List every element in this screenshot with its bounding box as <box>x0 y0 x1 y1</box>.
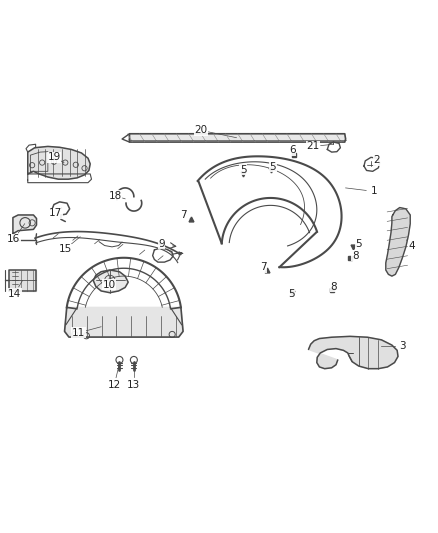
Text: 15: 15 <box>59 244 72 254</box>
Polygon shape <box>308 336 398 369</box>
Text: 5: 5 <box>240 165 246 175</box>
Text: 13: 13 <box>127 380 141 390</box>
Text: 4: 4 <box>409 240 415 251</box>
Text: 2: 2 <box>374 156 380 165</box>
Text: 3: 3 <box>399 341 406 351</box>
Polygon shape <box>28 147 90 179</box>
Text: 21: 21 <box>306 141 319 151</box>
Polygon shape <box>9 270 36 290</box>
Polygon shape <box>130 134 346 142</box>
Text: 8: 8 <box>352 251 359 261</box>
Text: 19: 19 <box>47 152 60 163</box>
Polygon shape <box>64 308 183 337</box>
Text: 7: 7 <box>260 262 267 272</box>
Text: 9: 9 <box>158 239 165 249</box>
Text: 11: 11 <box>72 328 85 338</box>
Text: 16: 16 <box>7 235 21 245</box>
Text: 5: 5 <box>269 162 276 172</box>
Text: 6: 6 <box>289 146 296 155</box>
Polygon shape <box>386 207 410 276</box>
Text: 10: 10 <box>102 280 116 290</box>
Text: 20: 20 <box>194 125 207 135</box>
Text: 17: 17 <box>49 208 62 218</box>
Text: 5: 5 <box>288 288 294 298</box>
Polygon shape <box>13 215 36 234</box>
Text: 7: 7 <box>180 210 187 220</box>
Text: 14: 14 <box>8 288 21 298</box>
Text: 5: 5 <box>355 239 362 249</box>
Text: 1: 1 <box>371 187 377 196</box>
Text: 8: 8 <box>330 281 337 292</box>
Polygon shape <box>93 270 128 293</box>
Text: 12: 12 <box>108 380 121 390</box>
Text: 18: 18 <box>109 191 122 201</box>
